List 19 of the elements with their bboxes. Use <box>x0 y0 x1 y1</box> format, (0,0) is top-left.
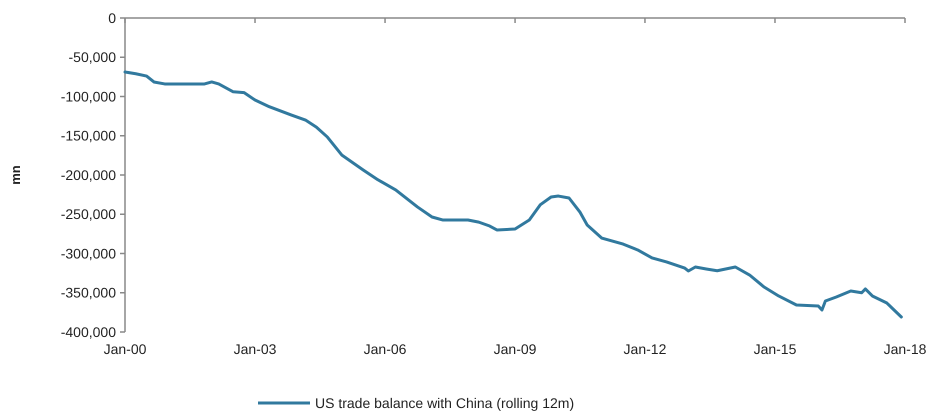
y-tick-label: 0 <box>108 10 116 26</box>
x-tick-label: Jan-06 <box>364 341 407 357</box>
x-tick-label: Jan-12 <box>624 341 667 357</box>
line-series <box>124 70 903 319</box>
y-tick-label: -50,000 <box>68 49 116 66</box>
y-axis-title: mn <box>8 165 23 185</box>
x-tick-label: Jan-15 <box>754 341 797 357</box>
y-tick-label: -100,000 <box>60 88 116 104</box>
y-tick-label: -400,000 <box>60 324 116 340</box>
y-tick-label: -150,000 <box>60 128 116 144</box>
y-tick-label: -200,000 <box>60 166 116 183</box>
x-tick-label: Jan-09 <box>494 341 537 357</box>
y-tick-label: -300,000 <box>60 245 116 262</box>
x-tick-label: Jan-03 <box>234 341 277 357</box>
y-tick-label: -250,000 <box>60 206 116 222</box>
x-tick-label: Jan-00 <box>104 341 147 357</box>
y-tick-label: -350,000 <box>60 284 116 301</box>
x-tick-label: Jan-18 <box>884 341 927 357</box>
legend-label: US trade balance with China (rolling 12m) <box>315 394 574 411</box>
